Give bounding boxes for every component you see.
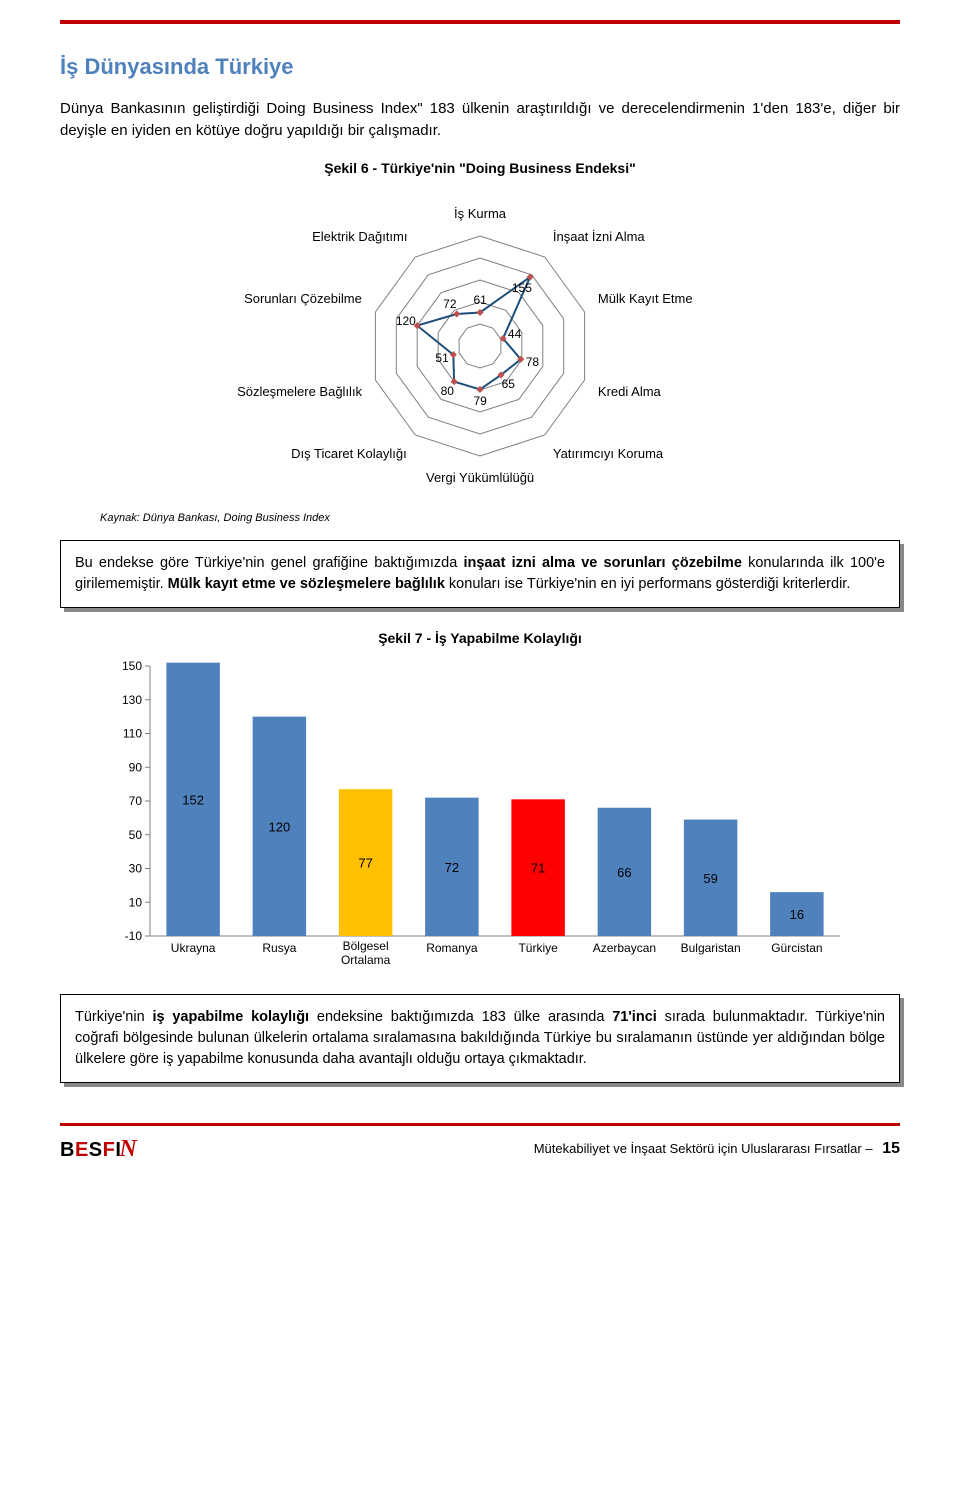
svg-text:Ukrayna: Ukrayna — [171, 941, 216, 955]
svg-text:Bölgesel: Bölgesel — [343, 939, 389, 953]
bar-chart: -10 10 30 50 70 90 110 130 150 152 Ukrayna 120 Rusya… — [100, 656, 860, 976]
callout2-b: iş yapabilme kolaylığı — [152, 1009, 309, 1025]
figure6-title: Şekil 6 - Türkiye'nin "Doing Business En… — [60, 160, 900, 176]
radar-axis-label: Elektrik Dağıtımı — [312, 229, 407, 244]
top-rule — [60, 20, 900, 24]
callout1-bold1: inşaat izni alma ve sorunları çözebilme — [463, 555, 741, 571]
radar-axis-value: 155 — [512, 281, 532, 295]
svg-text:152: 152 — [182, 792, 204, 807]
svg-text:120: 120 — [269, 819, 291, 834]
radar-axis-value: 78 — [526, 355, 539, 369]
page-number: 15 — [882, 1140, 900, 1157]
svg-text:Ortalama: Ortalama — [341, 953, 391, 967]
callout1-pre: Bu endekse göre Türkiye'nin genel grafiğ… — [75, 555, 463, 571]
footer-rule — [60, 1123, 900, 1126]
radar-axis-label: Dış Ticaret Kolaylığı — [291, 446, 407, 461]
svg-text:Türkiye: Türkiye — [518, 941, 558, 955]
radar-axis-value: 79 — [474, 394, 487, 408]
radar-axis-label: Vergi Yükümlülüğü — [426, 470, 534, 485]
radar-axis-value: 65 — [502, 377, 515, 391]
svg-text:72: 72 — [445, 859, 459, 874]
svg-text:Gürcistan: Gürcistan — [771, 941, 822, 955]
radar-axis-value: 120 — [396, 314, 416, 328]
section-title: İş Dünyasında Türkiye — [60, 54, 900, 80]
footer-text: Mütekabiliyet ve İnşaat Sektörü için Ulu… — [534, 1140, 900, 1158]
svg-text:66: 66 — [617, 864, 631, 879]
radar-axis-value: 61 — [474, 293, 487, 307]
callout2-c: endeksine baktığımızda 183 ülke arasında — [309, 1009, 612, 1025]
intro-paragraph: Dünya Bankasının geliştirdiği Doing Busi… — [60, 98, 900, 142]
callout-box-2: Türkiye'nin iş yapabilme kolaylığı endek… — [60, 994, 900, 1083]
svg-text:150: 150 — [122, 659, 142, 673]
radar-axis-value: 80 — [441, 384, 454, 398]
callout2-d: 71'inci — [612, 1009, 657, 1025]
svg-text:Rusya: Rusya — [262, 941, 296, 955]
radar-axis-label: Sözleşmelere Bağlılık — [237, 384, 362, 399]
svg-text:110: 110 — [123, 726, 142, 740]
logo: BESFIN — [60, 1136, 137, 1163]
radar-chart: İş Kurma 61 İnşaat İzni Alma 155 Mülk Kayıt … — [130, 186, 830, 506]
radar-axis-label: Kredi Alma — [598, 384, 661, 399]
svg-text:70: 70 — [129, 794, 143, 808]
svg-text:Romanya: Romanya — [426, 941, 478, 955]
radar-axis-value: 51 — [435, 351, 448, 365]
svg-text:Bulgaristan: Bulgaristan — [681, 941, 741, 955]
radar-axis-label: İnşaat İzni Alma — [553, 229, 645, 244]
footer-dash: – — [865, 1141, 876, 1156]
svg-text:50: 50 — [129, 827, 143, 841]
footer-doc-title: Mütekabiliyet ve İnşaat Sektörü için Ulu… — [534, 1141, 862, 1156]
radar-axis-label: Mülk Kayıt Etme — [598, 291, 693, 306]
radar-axis-label: İş Kurma — [454, 206, 506, 221]
bar-svg: -10 10 30 50 70 90 110 130 150 152 Ukrayna 120 Rusya… — [100, 656, 860, 976]
svg-text:10: 10 — [129, 895, 143, 909]
radar-axis-value: 72 — [443, 297, 456, 311]
svg-text:77: 77 — [358, 855, 372, 870]
radar-axis-label: Sorunları Çözebilme — [244, 291, 362, 306]
svg-text:-10: -10 — [125, 929, 143, 943]
svg-text:90: 90 — [129, 760, 143, 774]
radar-axis-value: 44 — [508, 327, 521, 341]
svg-text:16: 16 — [790, 907, 804, 922]
svg-text:130: 130 — [122, 692, 142, 706]
callout-box-1: Bu endekse göre Türkiye'nin genel grafiğ… — [60, 540, 900, 608]
radar-source: Kaynak: Dünya Bankası, Doing Business In… — [100, 512, 900, 524]
callout1-post: konuları ise Türkiye'nin en iyi performa… — [445, 576, 850, 592]
figure7-title: Şekil 7 - İş Yapabilme Kolaylığı — [60, 630, 900, 646]
svg-text:30: 30 — [129, 861, 143, 875]
callout1-bold2: Mülk kayıt etme ve sözleşmelere bağlılık — [168, 576, 445, 592]
svg-text:71: 71 — [531, 860, 545, 875]
radar-axis-label: Yatırımcıyı Koruma — [553, 446, 663, 461]
callout2-a: Türkiye'nin — [75, 1009, 152, 1025]
footer: BESFIN Mütekabiliyet ve İnşaat Sektörü i… — [60, 1123, 900, 1163]
svg-text:Azerbaycan: Azerbaycan — [593, 941, 656, 955]
svg-text:59: 59 — [703, 870, 717, 885]
